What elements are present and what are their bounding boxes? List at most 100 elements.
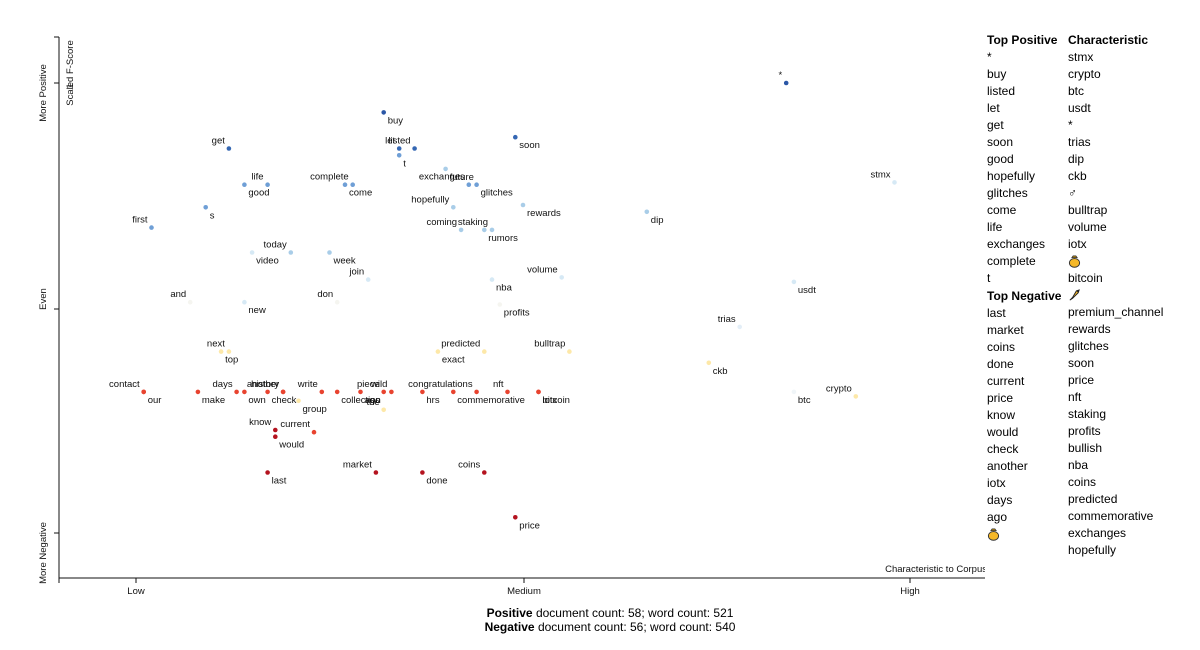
- top-positive-item[interactable]: exchanges: [987, 237, 1046, 251]
- point-new[interactable]: [242, 299, 247, 305]
- top-negative-item[interactable]: current: [987, 374, 1025, 388]
- characteristic-item[interactable]: trias: [1068, 135, 1091, 149]
- top-positive-item[interactable]: t: [987, 271, 991, 285]
- top-negative-item[interactable]: last: [987, 306, 1006, 320]
- point-market[interactable]: [373, 470, 379, 475]
- characteristic-item[interactable]: staking: [1068, 407, 1107, 421]
- point-price[interactable]: [513, 515, 518, 520]
- point-commemorative[interactable]: [451, 389, 456, 395]
- characteristic-item[interactable]: *: [1068, 118, 1073, 132]
- point-top[interactable]: [218, 349, 224, 354]
- point-hopefully[interactable]: [451, 205, 456, 210]
- top-negative-item[interactable]: price: [987, 391, 1014, 405]
- point-write[interactable]: [319, 389, 325, 395]
- point-buy[interactable]: [381, 110, 387, 115]
- characteristic-item[interactable]: commemorative: [1068, 509, 1154, 523]
- point-[interactable]: [783, 80, 789, 86]
- top-positive-item[interactable]: glitches: [987, 186, 1028, 200]
- point-would[interactable]: [273, 434, 278, 440]
- characteristic-item[interactable]: profits: [1068, 424, 1101, 438]
- point-listed[interactable]: [412, 146, 417, 151]
- point-life[interactable]: [265, 182, 270, 187]
- characteristic-item[interactable]: nft: [1068, 390, 1082, 404]
- characteristic-item[interactable]: glitches: [1068, 339, 1109, 353]
- point-s[interactable]: [203, 205, 208, 210]
- point-the[interactable]: [381, 407, 387, 413]
- characteristic-item[interactable]: hopefully: [1068, 543, 1117, 557]
- top-positive-item[interactable]: *: [987, 50, 992, 64]
- characteristic-item[interactable]: nba: [1068, 458, 1089, 472]
- top-negative-item[interactable]: done: [987, 357, 1014, 371]
- top-positive-item[interactable]: complete: [987, 254, 1036, 268]
- point-trias[interactable]: [737, 324, 742, 330]
- top-negative-item[interactable]: know: [987, 408, 1016, 422]
- characteristic-item[interactable]: usdt: [1068, 101, 1091, 115]
- characteristic-item[interactable]: volume: [1068, 220, 1107, 234]
- money-bag-icon[interactable]: [987, 526, 1067, 543]
- characteristic-item[interactable]: ckb: [1068, 169, 1087, 183]
- point-ago[interactable]: [358, 389, 363, 395]
- point-ckb[interactable]: [706, 360, 712, 366]
- characteristic-item[interactable]: soon: [1068, 356, 1095, 370]
- characteristic-item[interactable]: premium_channel: [1068, 305, 1164, 319]
- top-positive-item[interactable]: good: [987, 152, 1014, 166]
- characteristic-item[interactable]: stmx: [1068, 50, 1094, 64]
- point-rewards[interactable]: [520, 202, 526, 208]
- point-own[interactable]: [242, 389, 247, 395]
- point-and[interactable]: [187, 299, 193, 305]
- top-positive-item[interactable]: buy: [987, 67, 1007, 81]
- characteristic-item[interactable]: bulltrap: [1068, 203, 1108, 217]
- point-hrs[interactable]: [420, 389, 425, 395]
- top-negative-item[interactable]: days: [987, 493, 1013, 507]
- characteristic-item[interactable]: coins: [1068, 475, 1097, 489]
- top-positive-item[interactable]: let: [987, 101, 1000, 115]
- point-don[interactable]: [334, 299, 340, 305]
- top-positive-item[interactable]: life: [987, 220, 1003, 234]
- point-first[interactable]: [149, 225, 154, 230]
- money-bag-icon[interactable]: [1068, 253, 1198, 270]
- top-positive-item[interactable]: listed: [987, 84, 1016, 98]
- point-btc[interactable]: [791, 389, 797, 395]
- top-positive-item[interactable]: get: [987, 118, 1004, 132]
- point-soon[interactable]: [513, 134, 518, 140]
- characteristic-item[interactable]: ♂: [1068, 186, 1077, 200]
- point-nft[interactable]: [505, 389, 510, 395]
- point-wild[interactable]: [389, 389, 394, 395]
- point-contact[interactable]: [141, 389, 146, 395]
- point-exchanges[interactable]: [466, 182, 472, 187]
- characteristic-item[interactable]: iotx: [1068, 237, 1087, 251]
- rocket-icon[interactable]: [1068, 287, 1198, 304]
- characteristic-item[interactable]: btc: [1068, 84, 1085, 98]
- top-positive-item[interactable]: come: [987, 203, 1017, 217]
- point-video[interactable]: [249, 250, 255, 255]
- point-coins[interactable]: [482, 470, 487, 475]
- point-history[interactable]: [280, 389, 286, 395]
- point-last[interactable]: [265, 470, 270, 475]
- point-make[interactable]: [195, 389, 201, 395]
- point-nba[interactable]: [489, 277, 495, 282]
- point-congratulations[interactable]: [474, 389, 479, 395]
- point-let[interactable]: [396, 146, 402, 151]
- point-join[interactable]: [365, 277, 371, 282]
- point-good[interactable]: [242, 182, 247, 187]
- point-done[interactable]: [420, 470, 425, 475]
- top-positive-item[interactable]: hopefully: [987, 169, 1036, 183]
- point-come[interactable]: [342, 182, 348, 187]
- top-negative-item[interactable]: would: [987, 425, 1019, 439]
- point-future[interactable]: [443, 166, 448, 172]
- top-negative-item[interactable]: market: [987, 323, 1024, 337]
- characteristic-item[interactable]: predicted: [1068, 492, 1118, 506]
- top-positive-item[interactable]: soon: [987, 135, 1014, 149]
- point-week[interactable]: [327, 250, 332, 255]
- point-iotx[interactable]: [536, 389, 541, 395]
- point-coming[interactable]: [458, 227, 464, 233]
- top-negative-item[interactable]: ago: [987, 510, 1008, 524]
- point-collection[interactable]: [334, 389, 340, 395]
- characteristic-item[interactable]: exchanges: [1068, 526, 1127, 540]
- characteristic-item[interactable]: rewards: [1068, 322, 1111, 336]
- point-predicted[interactable]: [482, 349, 487, 354]
- point-complete[interactable]: [350, 182, 356, 187]
- top-negative-item[interactable]: another: [987, 459, 1028, 473]
- top-negative-item[interactable]: coins: [987, 340, 1016, 354]
- point-next[interactable]: [226, 349, 232, 354]
